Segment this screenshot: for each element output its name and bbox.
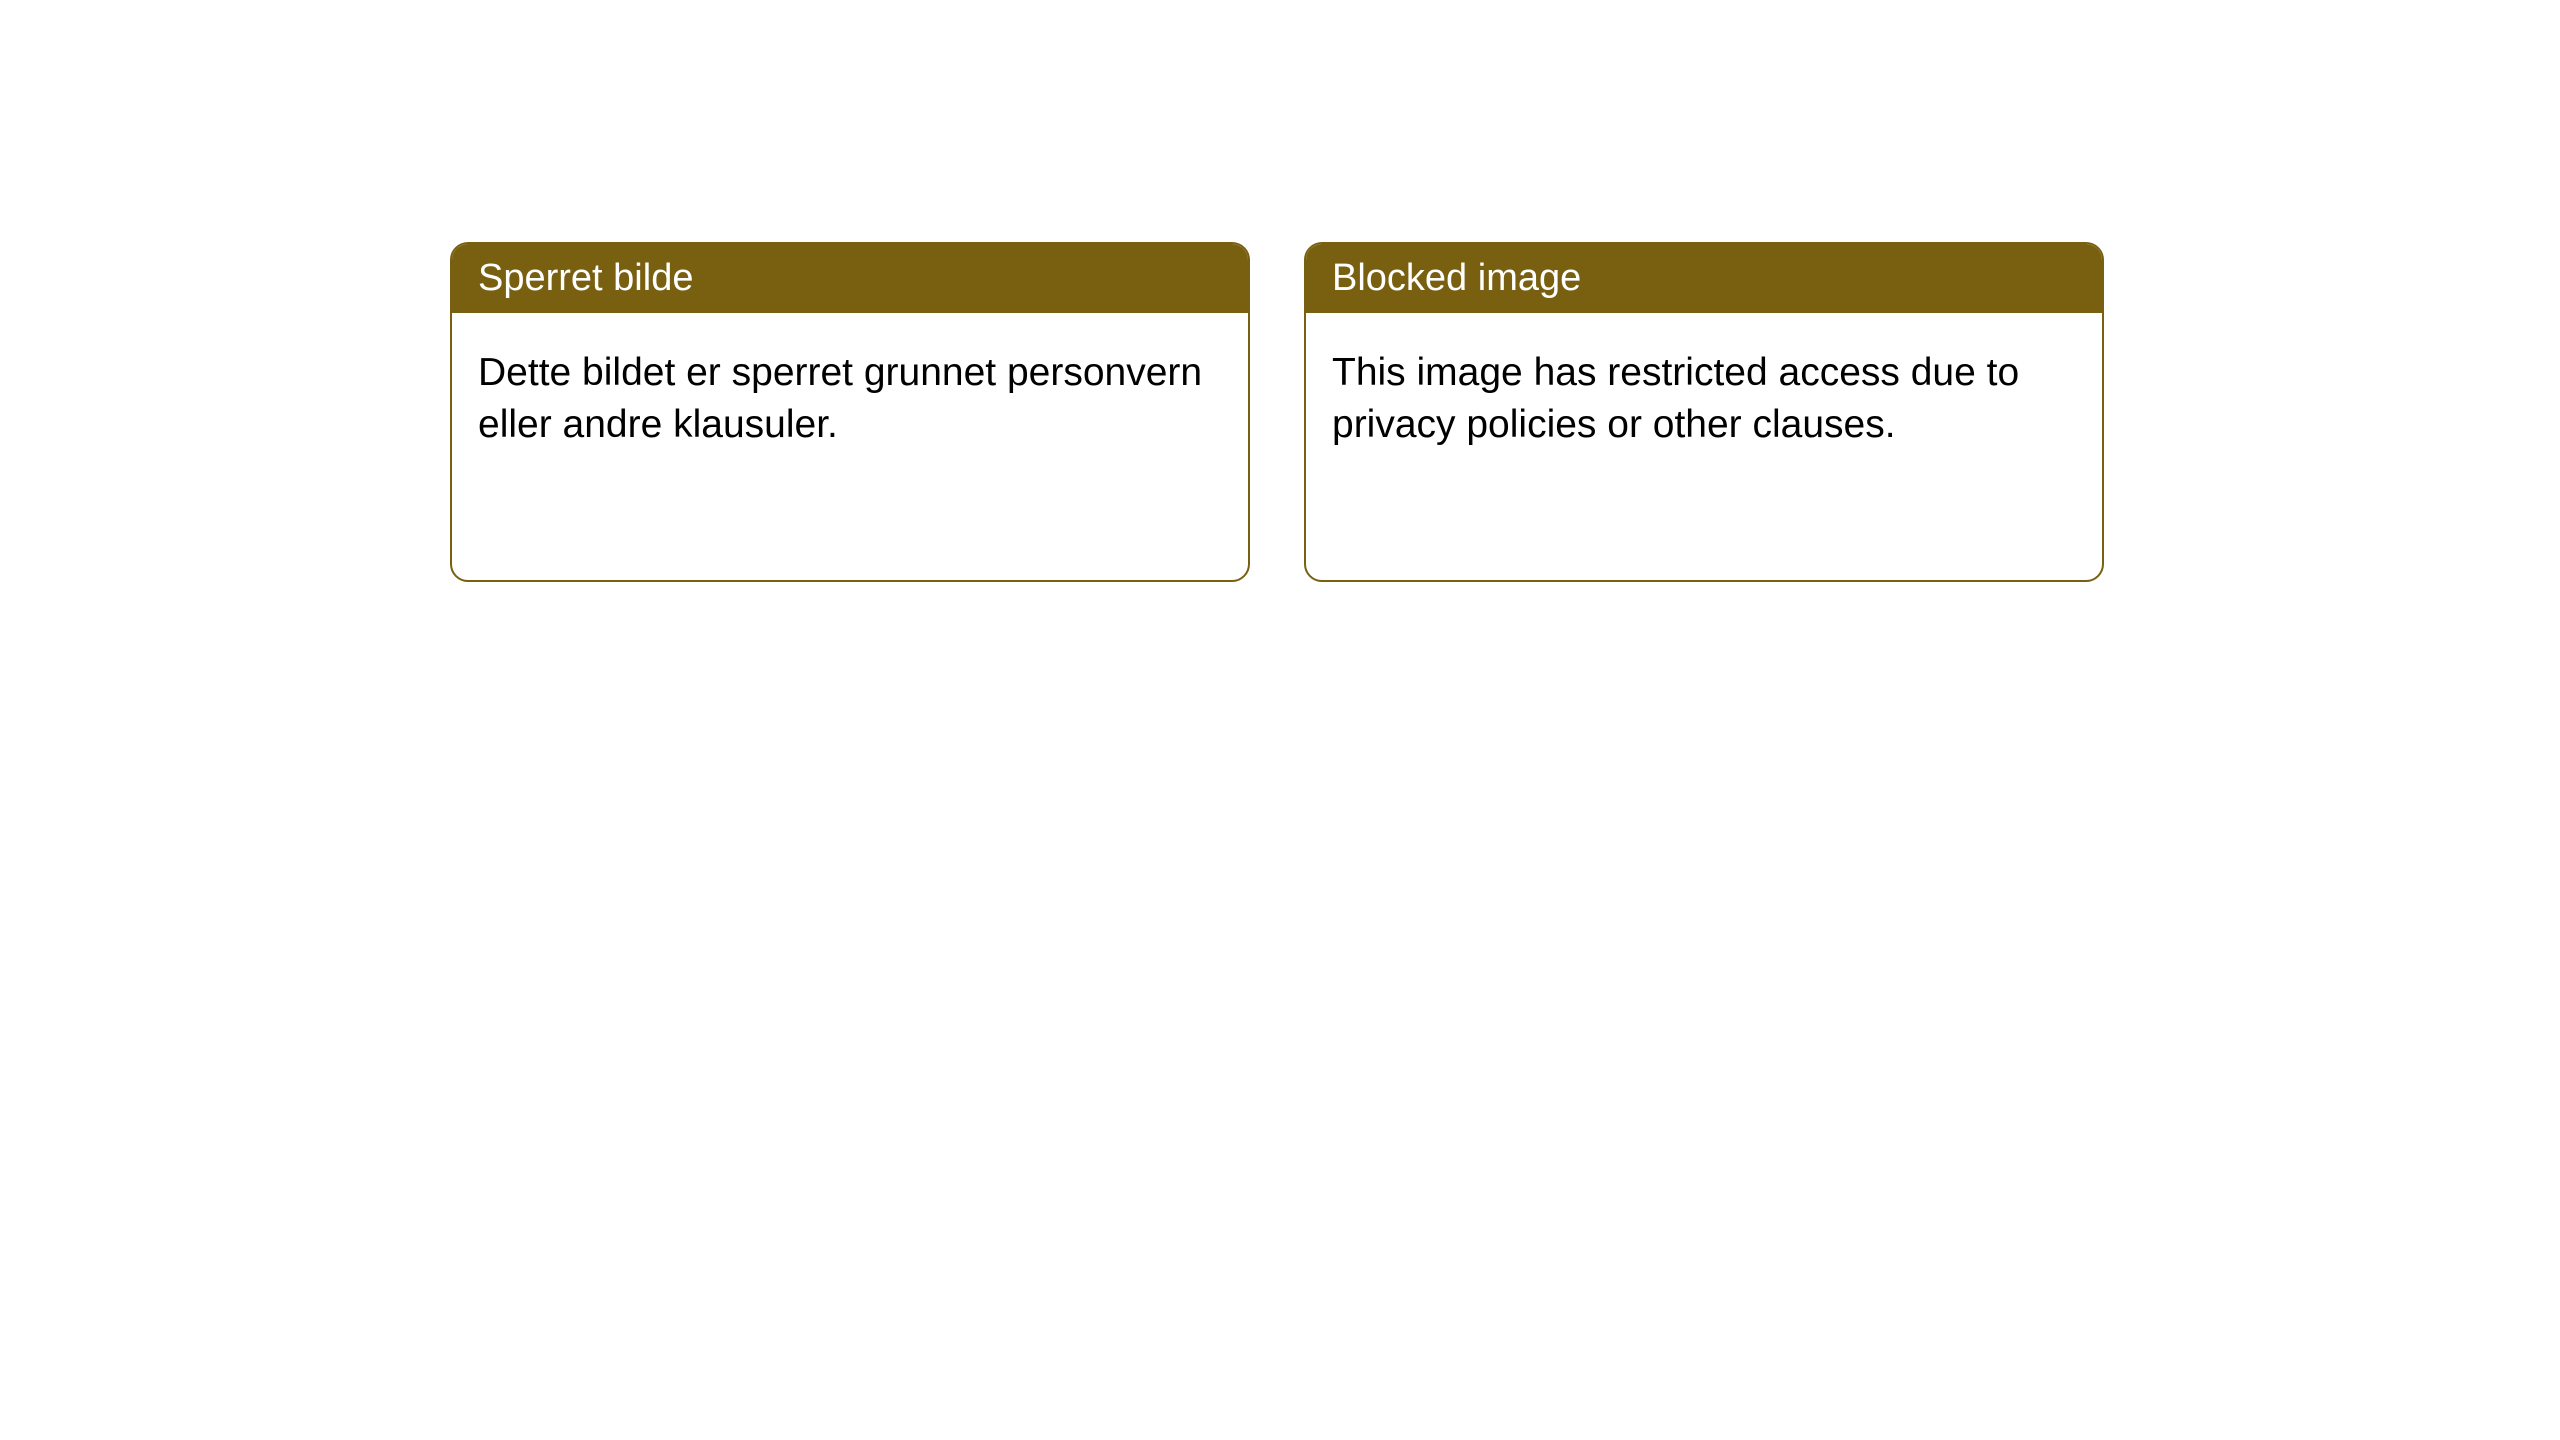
card-body-norwegian: Dette bildet er sperret grunnet personve… xyxy=(452,313,1248,485)
card-header-norwegian: Sperret bilde xyxy=(452,244,1248,313)
card-norwegian: Sperret bilde Dette bildet er sperret gr… xyxy=(450,242,1250,582)
card-title-norwegian: Sperret bilde xyxy=(478,257,693,299)
card-english: Blocked image This image has restricted … xyxy=(1304,242,2104,582)
card-body-english: This image has restricted access due to … xyxy=(1306,313,2102,485)
card-header-english: Blocked image xyxy=(1306,244,2102,313)
card-text-english: This image has restricted access due to … xyxy=(1332,351,2019,446)
card-title-english: Blocked image xyxy=(1332,257,1581,299)
card-text-norwegian: Dette bildet er sperret grunnet personve… xyxy=(478,351,1202,446)
cards-container: Sperret bilde Dette bildet er sperret gr… xyxy=(450,242,2560,582)
